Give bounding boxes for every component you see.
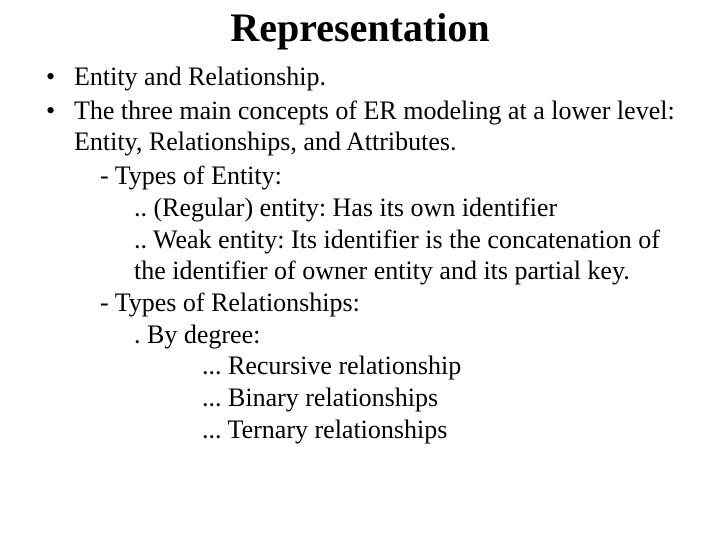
slide: Representation • Entity and Relationship… [0,4,720,544]
sub-binary: ... Binary relationships [40,382,680,414]
bullet-1-text: Entity and Relationship. [74,61,680,93]
slide-body: • Entity and Relationship. • The three m… [40,61,680,446]
bullet-1: • Entity and Relationship. [40,61,680,93]
sub-types-relationships: - Types of Relationships: [40,287,680,319]
sub-regular-entity: .. (Regular) entity: Has its own identif… [40,192,680,224]
slide-title: Representation [40,4,680,51]
bullet-2-text: The three main concepts of ER modeling a… [74,95,680,158]
sub-recursive: ... Recursive relationship [40,350,680,382]
sub-ternary: ... Ternary relationships [40,414,680,446]
bullet-icon: • [40,95,74,127]
bullet-icon: • [40,61,74,93]
bullet-2: • The three main concepts of ER modeling… [40,95,680,158]
sub-weak-entity-line1: .. Weak entity: Its identifier is the co… [40,224,680,287]
sub-types-entity: - Types of Entity: [40,160,680,192]
sub-weak-entity-text: .. Weak entity: Its identifier is the co… [134,225,660,286]
sub-by-degree: . By degree: [40,319,680,351]
